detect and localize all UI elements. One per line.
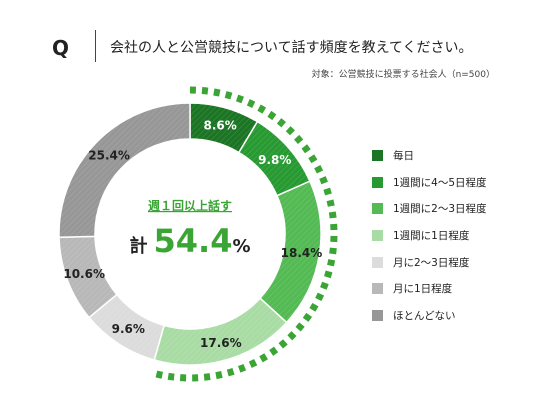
legend-swatch-6 bbox=[372, 283, 383, 295]
legend-swatch-7 bbox=[372, 309, 383, 321]
question-title: 会社の人と公営競技について話す頻度を教えてください。 bbox=[110, 40, 473, 56]
slice-2-texture bbox=[238, 121, 310, 196]
title-divider bbox=[95, 30, 96, 62]
slice-6-texture bbox=[59, 236, 117, 318]
legend-item-4: 1週間に1日程度 bbox=[372, 222, 487, 249]
slice-label-1: 8.6% bbox=[204, 119, 237, 133]
slice-labels: 8.6% 9.8% 18.4% 17.6% 9.6% 10.6% 25.4% bbox=[63, 119, 322, 351]
legend: 毎日 1週間に4〜5日程度 1週間に2〜3日程度 1週間に1日程度 月に2〜3日程度 月に… bbox=[372, 142, 487, 329]
legend-item-5: 月に2〜3日程度 bbox=[372, 249, 487, 276]
survey-subtitle: 対象：公営競技に投票する社会人（n=500） bbox=[311, 70, 495, 80]
legend-label-1: 毎日 bbox=[393, 149, 414, 162]
legend-item-7: ほとんどない bbox=[372, 302, 487, 329]
highlight-dash-arc bbox=[149, 86, 338, 382]
slice-label-5: 9.6% bbox=[112, 322, 145, 336]
center-prefix: 計 bbox=[130, 235, 148, 257]
slice-5-texture bbox=[89, 294, 165, 361]
legend-item-1: 毎日 bbox=[372, 142, 487, 169]
legend-item-6: 月に1日程度 bbox=[372, 275, 487, 302]
legend-swatch-1 bbox=[372, 149, 383, 161]
center-unit: % bbox=[232, 236, 250, 257]
highlight-dash-path bbox=[149, 86, 338, 382]
legend-swatch-2 bbox=[372, 176, 383, 188]
legend-item-3: 1週間に2〜3日程度 bbox=[372, 195, 487, 222]
legend-label-2: 1週間に4〜5日程度 bbox=[393, 176, 487, 189]
legend-label-5: 月に2〜3日程度 bbox=[393, 256, 470, 269]
legend-label-4: 1週間に1日程度 bbox=[393, 229, 470, 242]
slice-label-2: 9.8% bbox=[258, 153, 291, 167]
legend-label-7: ほとんどない bbox=[393, 309, 456, 322]
legend-label-3: 1週間に2〜3日程度 bbox=[393, 203, 487, 216]
legend-swatch-5 bbox=[372, 256, 383, 268]
question-mark: Q bbox=[52, 36, 70, 60]
slice-4-texture bbox=[154, 298, 287, 366]
slice-label-6: 10.6% bbox=[63, 267, 105, 281]
slice-7-texture bbox=[58, 103, 190, 238]
legend-label-6: 月に1日程度 bbox=[393, 283, 453, 296]
legend-item-2: 1週間に4〜5日程度 bbox=[372, 169, 487, 196]
donut-slices bbox=[58, 102, 322, 366]
center-label: 週１回以上話す bbox=[148, 198, 232, 213]
slice-label-3: 18.4% bbox=[281, 246, 323, 260]
slice-1-texture bbox=[190, 103, 258, 153]
center-total: 計 54.4% bbox=[130, 222, 251, 260]
slice-label-7: 25.4% bbox=[88, 149, 130, 163]
legend-swatch-4 bbox=[372, 229, 383, 241]
center-value: 54.4 bbox=[154, 222, 233, 260]
slice-3-texture bbox=[260, 181, 321, 323]
legend-swatch-3 bbox=[372, 203, 383, 215]
slice-label-4: 17.6% bbox=[200, 336, 242, 350]
